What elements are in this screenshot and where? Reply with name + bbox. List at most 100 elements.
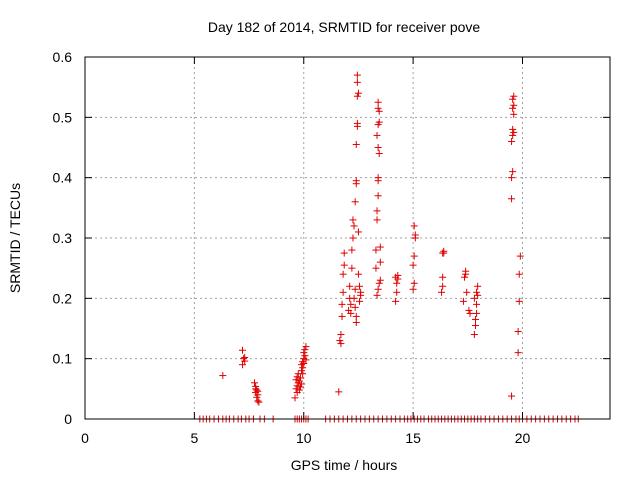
y-tick-label: 0.2 bbox=[53, 290, 73, 306]
data-point bbox=[375, 118, 383, 126]
data-point bbox=[352, 140, 360, 148]
data-point bbox=[299, 358, 307, 366]
data-point bbox=[509, 125, 517, 133]
data-point bbox=[339, 270, 347, 278]
data-point bbox=[348, 246, 356, 254]
x-tick-label: 0 bbox=[81, 430, 89, 446]
y-tick-label: 0.5 bbox=[53, 109, 73, 125]
data-point bbox=[463, 288, 471, 296]
data-point bbox=[219, 372, 227, 380]
data-point bbox=[353, 92, 361, 100]
data-point bbox=[251, 379, 259, 387]
data-point bbox=[438, 288, 446, 296]
data-point bbox=[509, 131, 517, 139]
data-point bbox=[374, 192, 382, 200]
data-point bbox=[374, 98, 382, 106]
data-point bbox=[471, 315, 479, 323]
data-point bbox=[373, 291, 381, 299]
data-point bbox=[471, 321, 479, 329]
y-tick-label: 0 bbox=[64, 411, 72, 427]
data-point bbox=[410, 279, 418, 287]
data-point bbox=[351, 285, 359, 293]
data-point bbox=[353, 119, 361, 127]
data-point bbox=[336, 337, 344, 345]
data-point bbox=[241, 353, 249, 361]
data-point bbox=[300, 359, 308, 367]
data-point bbox=[352, 177, 360, 185]
data-point bbox=[293, 382, 301, 390]
data-point bbox=[373, 131, 381, 139]
data-point bbox=[339, 288, 347, 296]
data-point bbox=[409, 285, 417, 293]
data-point bbox=[347, 309, 355, 317]
data-point bbox=[466, 309, 474, 317]
data-point bbox=[298, 367, 306, 375]
data-point bbox=[510, 110, 518, 118]
data-point bbox=[510, 128, 518, 136]
data-point bbox=[354, 89, 362, 97]
data-point bbox=[337, 340, 345, 348]
data-point bbox=[410, 222, 418, 230]
data-point bbox=[239, 361, 246, 369]
data-point bbox=[392, 297, 400, 305]
data-point bbox=[354, 228, 362, 236]
data-point bbox=[349, 216, 357, 224]
data-point bbox=[356, 297, 364, 305]
data-point bbox=[349, 234, 357, 242]
data-point bbox=[293, 388, 301, 396]
chart-title: Day 182 of 2014, SRMTID for receiver pov… bbox=[208, 19, 481, 35]
data-point bbox=[465, 306, 473, 314]
data-point bbox=[295, 377, 303, 385]
data-point bbox=[348, 264, 356, 272]
x-tick-label: 15 bbox=[405, 430, 421, 446]
x-axis-label: GPS time / hours bbox=[291, 457, 398, 473]
data-point bbox=[474, 282, 482, 290]
data-point bbox=[439, 273, 447, 281]
data-point bbox=[302, 343, 310, 351]
data-point bbox=[352, 318, 360, 326]
data-point bbox=[356, 282, 364, 290]
data-point bbox=[508, 195, 516, 203]
x-tick-label: 10 bbox=[296, 430, 312, 446]
data-point bbox=[515, 297, 523, 305]
data-point bbox=[374, 104, 382, 112]
y-tick-label: 0.6 bbox=[53, 49, 73, 65]
data-point bbox=[509, 104, 517, 112]
data-point bbox=[354, 270, 362, 278]
data-point bbox=[509, 95, 517, 103]
data-point bbox=[292, 376, 300, 384]
y-tick-label: 0.1 bbox=[53, 351, 73, 367]
x-tick-label: 20 bbox=[515, 430, 531, 446]
data-point bbox=[376, 258, 384, 266]
data-point bbox=[393, 288, 401, 296]
data-point bbox=[373, 207, 381, 215]
data-point bbox=[353, 71, 361, 79]
data-point bbox=[410, 252, 418, 260]
data-point bbox=[439, 282, 447, 290]
data-point bbox=[351, 303, 359, 311]
data-point bbox=[372, 246, 380, 254]
data-point bbox=[337, 331, 345, 339]
data-point bbox=[299, 370, 307, 378]
data-point bbox=[394, 275, 402, 283]
data-point bbox=[239, 346, 246, 354]
x-tick-label: 5 bbox=[190, 430, 198, 446]
data-point bbox=[296, 383, 304, 391]
y-axis-label: SRMTID / TECUs bbox=[7, 183, 23, 293]
data-point bbox=[375, 150, 383, 158]
data-point bbox=[338, 300, 346, 308]
data-point bbox=[375, 279, 383, 287]
data-point bbox=[461, 273, 469, 281]
y-tick-label: 0.3 bbox=[53, 230, 73, 246]
data-point bbox=[373, 216, 381, 224]
data-point bbox=[346, 282, 354, 290]
data-point bbox=[462, 267, 470, 275]
data-point bbox=[470, 294, 478, 302]
data-point bbox=[474, 291, 482, 299]
data-point bbox=[338, 312, 346, 320]
data-point bbox=[516, 252, 524, 260]
data-point bbox=[376, 276, 384, 284]
data-point bbox=[459, 297, 467, 305]
data-point bbox=[510, 101, 518, 109]
